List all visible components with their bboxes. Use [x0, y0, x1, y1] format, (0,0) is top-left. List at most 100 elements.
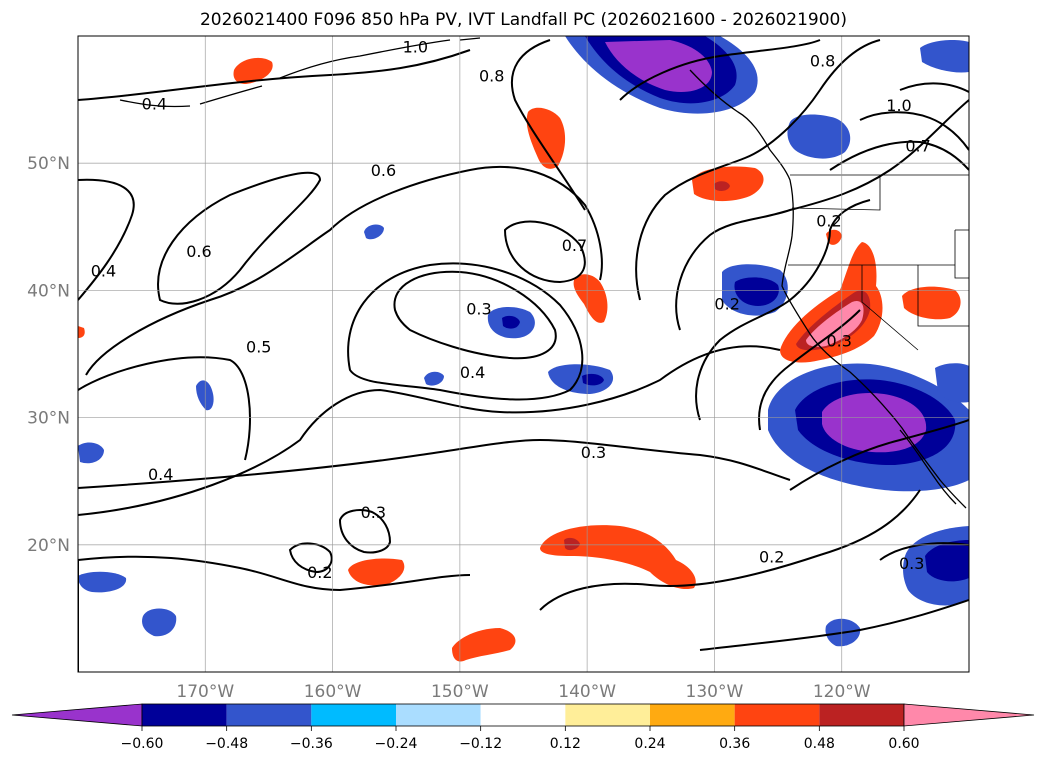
colorbar: −0.60 −0.48 −0.36 −0.24 −0.12 0.12 0.24 0.36 0.4…	[11, 703, 1035, 752]
colorbar-tick-label: 0.60	[888, 736, 919, 752]
shade-pos-aleutian	[233, 57, 273, 84]
colorbar-swatch	[734, 704, 820, 726]
contour-line	[899, 82, 969, 93]
figure-title: 2026021400 F096 850 hPa PV, IVT Landfall…	[199, 10, 847, 30]
colorbar-tick-label: 0.24	[634, 736, 665, 752]
lon-tick-label: 160°W	[304, 682, 362, 702]
contour-line	[78, 555, 471, 592]
lat-tick-label: 20°N	[27, 536, 70, 556]
colorbar-swatch	[226, 704, 312, 726]
coast-baja	[899, 429, 957, 505]
shade-pos-wa-core	[714, 181, 730, 191]
longitude-tick-labels: 170°W 160°W 150°W 140°W 130°W 120°W	[176, 682, 870, 702]
latitude-tick-labels: 20°N 30°N 40°N 50°N	[27, 154, 70, 556]
shade-pos-ca-pink	[806, 300, 864, 347]
colorbar-swatch	[480, 704, 566, 726]
contour-line	[635, 39, 881, 301]
lon-tick-label: 150°W	[431, 682, 489, 702]
shade-neg-west-2	[78, 442, 104, 464]
contour-line	[859, 111, 969, 151]
contour-line	[78, 438, 791, 489]
coast-north-america	[689, 69, 967, 509]
shade-neg-bc-coast	[787, 114, 851, 159]
contour-label: 0.7	[905, 137, 930, 156]
colorbar-extend-high	[903, 703, 1035, 727]
lon-tick-label: 120°W	[813, 682, 871, 702]
colorbar-swatch	[819, 704, 904, 726]
contour-label: 0.2	[307, 563, 332, 582]
shade-neg-small-1	[424, 371, 444, 386]
colorbar-tick-labels: −0.60 −0.48 −0.36 −0.24 −0.12 0.12 0.24 0.36 0.4…	[121, 726, 920, 752]
lon-tick-label: 130°W	[686, 682, 744, 702]
contour-label: 0.8	[479, 67, 504, 86]
colorbar-tick-label: 0.36	[719, 736, 750, 752]
contour-line	[338, 509, 392, 554]
shade-pos-east-nevada	[902, 286, 961, 320]
colorbar-tick-label: −0.36	[290, 736, 333, 752]
colorbar-swatch	[311, 704, 396, 726]
shade-neg-east-edge	[935, 363, 969, 403]
coast-alaska	[279, 37, 481, 79]
contour-line	[78, 489, 921, 672]
contour-line	[699, 599, 969, 651]
shade-neg-small-2	[364, 224, 384, 240]
shade-neg-southeast-core	[925, 540, 969, 582]
contour-label: 0.6	[186, 242, 211, 261]
colorbar-tick-label: −0.24	[375, 736, 418, 752]
lon-tick-label: 140°W	[558, 682, 616, 702]
shade-pos-south	[452, 628, 516, 662]
lon-tick-label: 170°W	[176, 682, 234, 702]
shade-neg-mid-pacific-core	[502, 315, 520, 329]
lat-tick-label: 50°N	[27, 154, 70, 174]
map-frame	[77, 35, 970, 673]
positive-anomaly-shading	[78, 57, 961, 662]
coastlines	[119, 37, 967, 509]
colorbar-tick-label: 0.48	[804, 736, 835, 752]
border-ca-nv	[861, 265, 919, 351]
colorbar-tick-label: −0.48	[205, 736, 248, 752]
contour-label: 0.4	[148, 465, 173, 484]
colorbar-tick-label: −0.60	[121, 736, 164, 752]
contour-label: 0.2	[714, 294, 739, 313]
shade-pos-north-pacific	[573, 274, 608, 323]
border-nv-ut	[917, 265, 969, 327]
contour-line	[393, 270, 557, 360]
contour-line	[503, 220, 586, 284]
lat-tick-label: 30°N	[27, 409, 70, 429]
contour-label: 0.3	[466, 299, 491, 318]
shade-neg-socal-center	[822, 392, 927, 453]
shade-neg-west-3	[78, 571, 127, 593]
contour-label: 0.2	[816, 212, 841, 231]
contour-label: 0.3	[826, 331, 851, 350]
contour-line	[510, 39, 586, 211]
contour-label: 0.3	[361, 503, 386, 522]
contour-label: 1.0	[403, 37, 428, 56]
shade-neg-northeast	[920, 40, 969, 73]
colorbar-swatch	[565, 704, 650, 726]
shade-neg-southwest	[142, 608, 177, 637]
border-az	[954, 229, 969, 279]
colorbar-tick-label: −0.12	[459, 736, 502, 752]
contour-line	[675, 99, 969, 331]
shade-pos-subtropical-core	[564, 537, 580, 551]
contour-line	[789, 419, 969, 491]
contour-line	[157, 171, 322, 305]
contour-line	[78, 178, 135, 301]
contour-label: 0.3	[581, 443, 606, 462]
contour-label: 0.7	[562, 236, 587, 255]
pv-contours	[78, 39, 969, 672]
contour-line	[78, 345, 781, 516]
contour-line	[85, 166, 603, 376]
contour-label: 0.6	[371, 161, 396, 180]
colorbar-tick-label: 0.12	[550, 736, 581, 752]
colorbar-swatch	[142, 704, 227, 726]
contour-line	[695, 199, 871, 421]
shade-neg-west-1	[196, 380, 214, 411]
shade-pos-gulf	[526, 107, 566, 169]
colorbar-extend-low	[11, 703, 143, 727]
border-wa-or	[791, 176, 881, 211]
colorbar-swatch	[650, 704, 735, 726]
colorbar-swatches	[11, 703, 1035, 727]
